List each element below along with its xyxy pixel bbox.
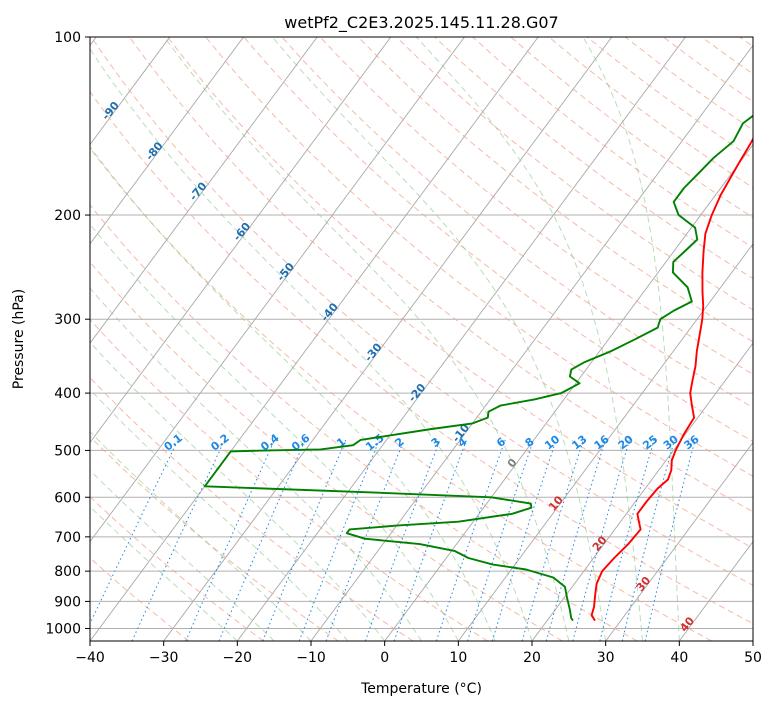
x-axis: −40 −30 −20 −10 0 10 20 30 40 50 [75, 641, 762, 666]
moist-adiabat [582, 37, 680, 641]
y-tick-label: 700 [54, 530, 81, 546]
moist-adiabat [271, 37, 607, 641]
x-tick-label: 0 [380, 650, 389, 666]
isotherm-line [90, 37, 392, 444]
y-tick-label: 500 [54, 443, 81, 459]
dry-adiabat [90, 37, 753, 586]
mixing-ratio-line [90, 439, 179, 625]
x-tick-label: −20 [223, 650, 253, 666]
x-tick-label: −40 [75, 650, 105, 666]
x-tick-label: 40 [670, 650, 688, 666]
x-tick-label: −10 [296, 650, 326, 666]
dry-adiabat [396, 37, 753, 311]
moist-adiabat [90, 506, 238, 641]
mixing-ratio-line [325, 439, 405, 641]
mixing-ratio-line [364, 439, 441, 641]
moist-adiabat [90, 287, 422, 641]
chart-title: wetPf2_C2E3.2025.145.11.28.G07 [284, 13, 558, 33]
dry-adiabat [167, 37, 753, 513]
dry-adiabat [90, 261, 563, 641]
mixing-ratio-line [435, 439, 506, 641]
y-tick-label: 400 [54, 386, 81, 402]
data-series [203, 114, 753, 622]
y-tick-label: 300 [54, 312, 81, 328]
mixing-ratio-line [491, 439, 557, 641]
y-tick-label: 200 [54, 208, 81, 224]
x-tick-label: 20 [523, 650, 541, 666]
x-tick-label: −30 [149, 650, 179, 666]
isotherm-line [90, 37, 539, 641]
moist-adiabat [90, 341, 386, 641]
isotherm-line [163, 37, 613, 641]
temperature-line [590, 136, 753, 622]
x-tick-label: 10 [449, 650, 467, 666]
dry-adiabat [357, 37, 753, 343]
mixing-ratio-line [393, 439, 467, 641]
dry-adiabat [90, 204, 638, 641]
isotherm-line [457, 243, 753, 641]
x-tick-label: 50 [744, 650, 762, 666]
moist-adiabat [415, 37, 643, 641]
isotherm-line [384, 143, 753, 641]
isotherm-line [90, 37, 244, 245]
isotherm-line [90, 37, 318, 344]
dry-adiabat [128, 37, 753, 549]
y-tick-label: 900 [54, 594, 81, 610]
moist-adiabat [163, 37, 570, 641]
moist-adiabat [90, 48, 533, 641]
plot-frame [89, 36, 754, 642]
background-lines [90, 37, 753, 641]
isotherm-line [236, 37, 686, 641]
dry-adiabat [90, 147, 712, 641]
y-axis-label: Pressure (hPa) [11, 289, 27, 389]
moist-adiabat [90, 223, 459, 641]
isotherm-line [90, 37, 171, 146]
y-tick-label: 600 [54, 490, 81, 506]
dry-adiabat [319, 37, 753, 375]
y-axis: 1000 900 800 700 600 500 400 300 200 100 [45, 30, 90, 637]
y-tick-label: 100 [54, 30, 81, 46]
dewpoint-line [203, 114, 753, 622]
y-tick-label: 1000 [45, 621, 81, 637]
isotherm-line [531, 342, 753, 641]
y-tick-label: 800 [54, 564, 81, 580]
dry-adiabat [90, 376, 414, 641]
moist-adiabat [90, 388, 349, 641]
moist-adiabat [90, 469, 275, 641]
x-tick-label: 30 [597, 650, 615, 666]
x-axis-label: Temperature (°C) [360, 681, 482, 697]
dry-adiabat [90, 90, 753, 625]
isotherm-line [90, 37, 465, 543]
mixing-ratio-line [262, 439, 347, 641]
mixing-ratio-line [467, 439, 535, 641]
isotherm-line [605, 441, 753, 641]
